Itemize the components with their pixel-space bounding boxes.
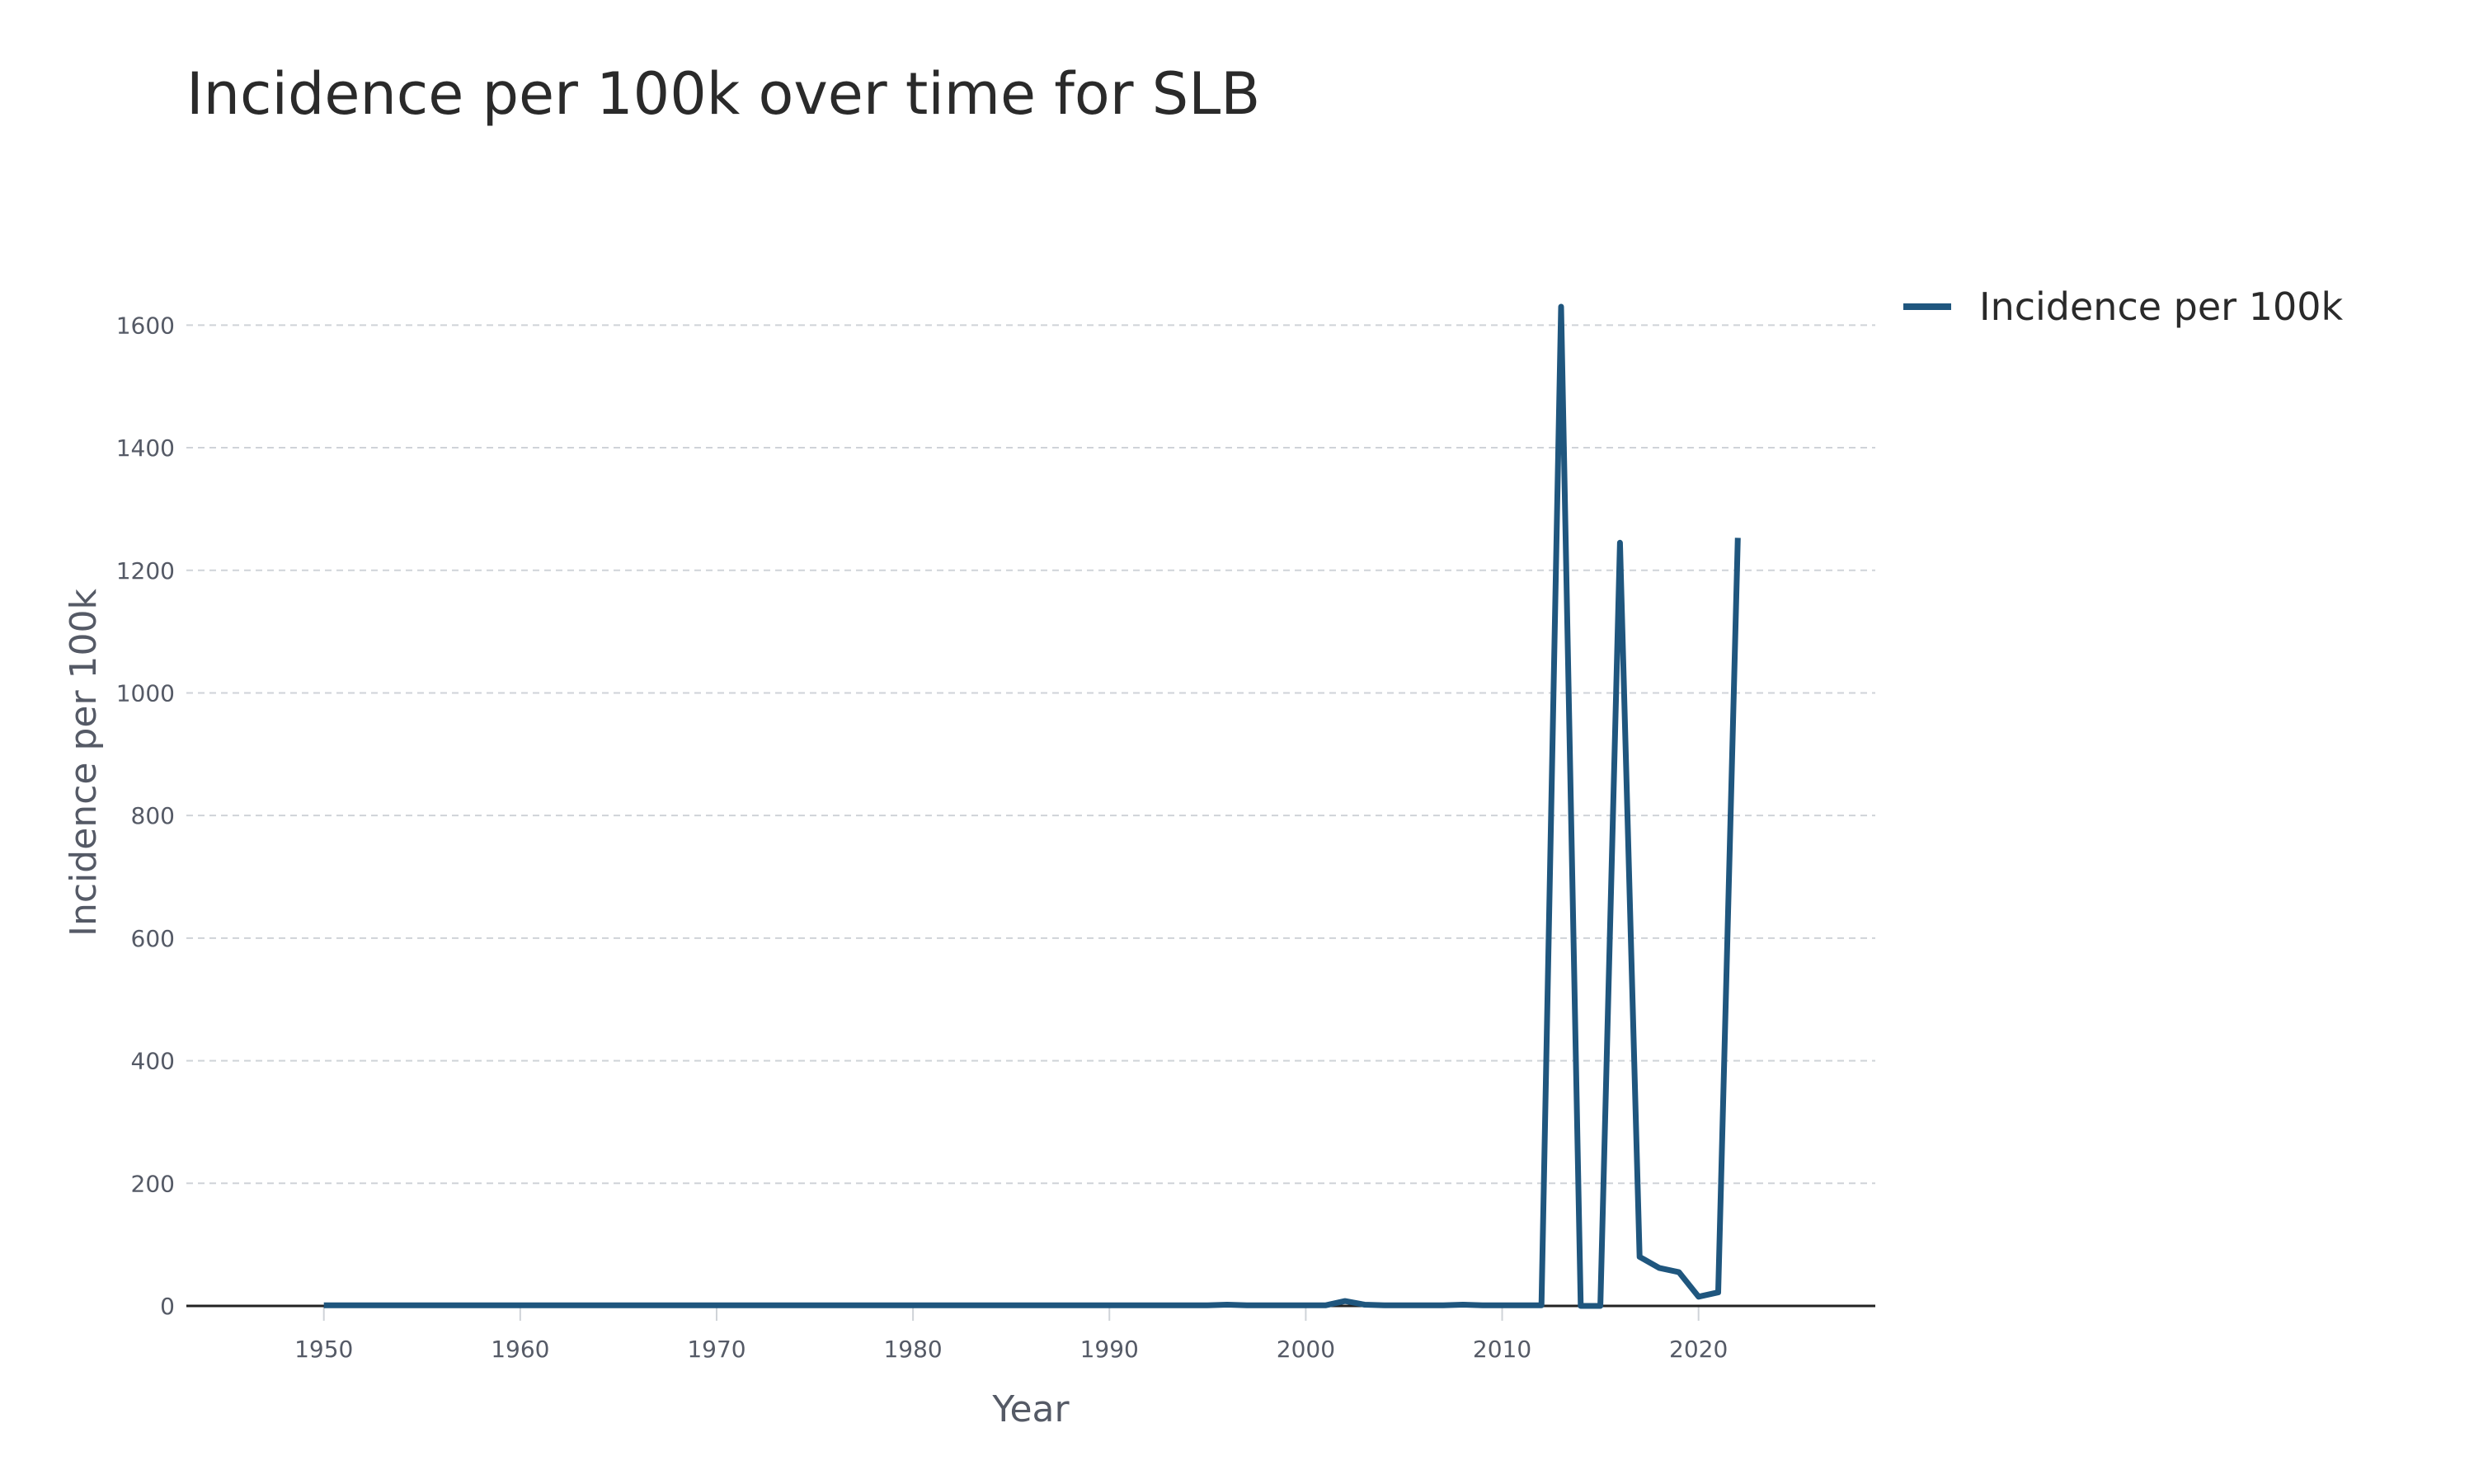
y-tick-label: 1200 bbox=[116, 557, 175, 585]
x-tick-label: 2020 bbox=[1669, 1336, 1728, 1363]
x-tick-label: 2000 bbox=[1277, 1336, 1335, 1363]
x-tick-label: 1960 bbox=[491, 1336, 549, 1363]
x-tick-label: 1950 bbox=[294, 1336, 353, 1363]
y-tick-label: 400 bbox=[131, 1048, 175, 1075]
y-tick-label: 600 bbox=[131, 925, 175, 952]
legend[interactable]: Incidence per 100k bbox=[1903, 284, 2343, 329]
x-axis-title: Year bbox=[991, 1388, 1070, 1430]
y-tick-label: 800 bbox=[131, 802, 175, 829]
chart-title: Incidence per 100k over time for SLB bbox=[186, 60, 1260, 128]
y-tick-label: 1600 bbox=[116, 312, 175, 339]
y-tick-label: 200 bbox=[131, 1170, 175, 1197]
x-tick-label: 1970 bbox=[687, 1336, 745, 1363]
series-line-incidence-per-100k bbox=[323, 303, 1741, 1309]
x-axis-ticks: 1950 1960 1970 1980 1990 2000 2010 2020 bbox=[294, 1306, 1728, 1363]
x-tick-label: 1990 bbox=[1080, 1336, 1139, 1363]
y-tick-label: 1000 bbox=[116, 679, 175, 707]
x-tick-label: 2010 bbox=[1473, 1336, 1531, 1363]
y-tick-label: 0 bbox=[160, 1293, 175, 1320]
y-axis-title: Incidence per 100k bbox=[63, 589, 105, 937]
y-axis-ticks: 0 200 400 600 800 1000 1200 1400 1600 bbox=[116, 312, 175, 1320]
x-tick-label: 1980 bbox=[883, 1336, 942, 1363]
y-tick-label: 1400 bbox=[116, 434, 175, 462]
legend-label: Incidence per 100k bbox=[1979, 284, 2343, 329]
gridlines bbox=[186, 324, 1875, 1185]
